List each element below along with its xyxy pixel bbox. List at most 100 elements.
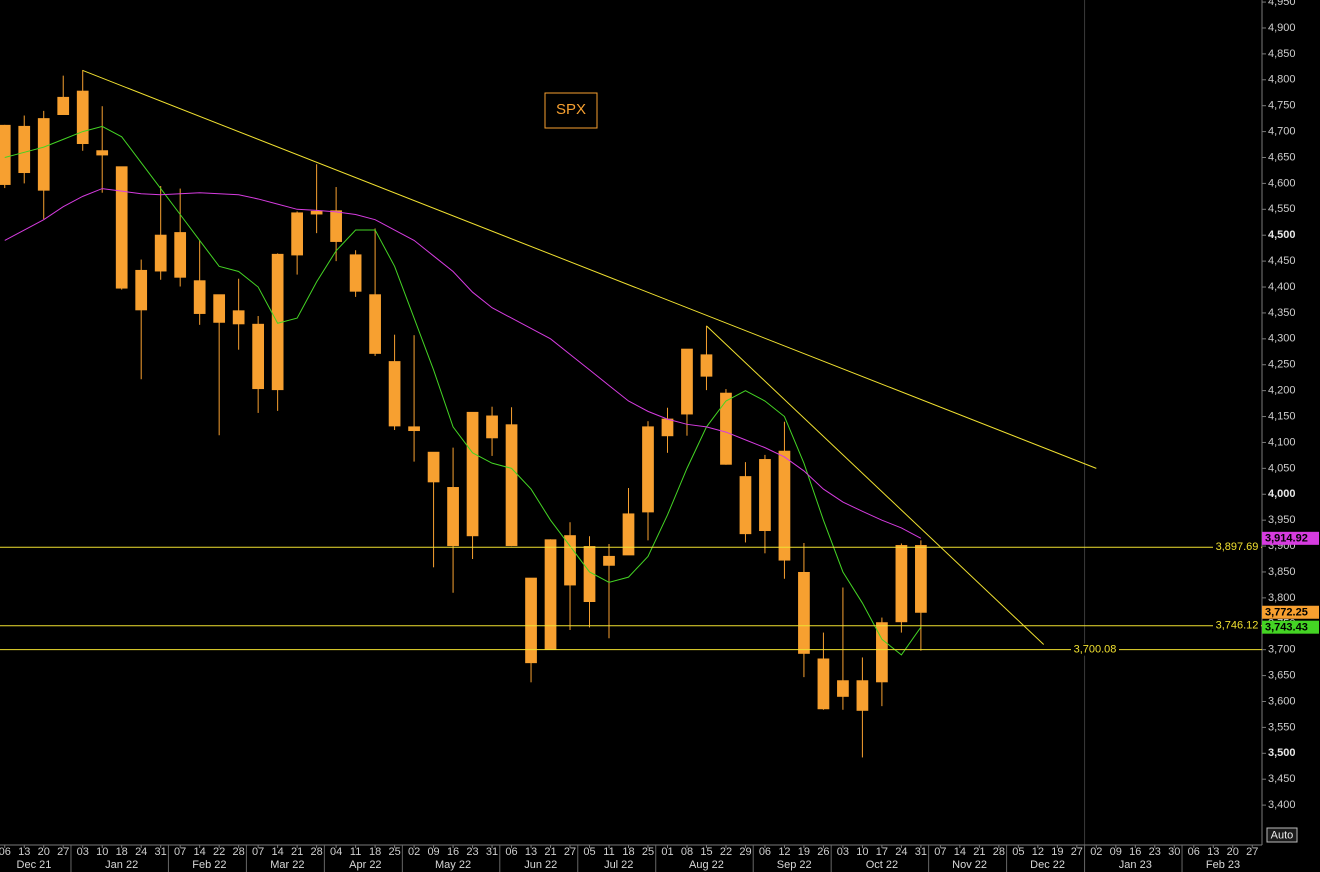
x-tick-label: 03 xyxy=(77,846,89,858)
x-tick-label: 31 xyxy=(915,846,927,858)
x-tick-label: 30 xyxy=(1168,846,1180,858)
x-tick-label: 19 xyxy=(1051,846,1063,858)
last-value-box xyxy=(1262,620,1319,634)
y-tick-label: 4,000 xyxy=(1268,488,1296,500)
level-label-bg xyxy=(1213,541,1261,554)
x-tick-label: 05 xyxy=(583,846,595,858)
x-tick-label: 09 xyxy=(427,846,439,858)
x-tick-label: 06 xyxy=(505,846,517,858)
candle-body xyxy=(583,546,596,602)
y-tick-label: 4,050 xyxy=(1268,462,1296,474)
x-tick-label: 02 xyxy=(408,846,420,858)
y-tick-label: 4,650 xyxy=(1268,151,1296,163)
y-tick-label: 3,650 xyxy=(1268,669,1296,681)
y-tick-label: 3,500 xyxy=(1268,747,1296,759)
level-label-bg xyxy=(1071,643,1119,656)
x-tick-label: 10 xyxy=(856,846,868,858)
candle-body xyxy=(544,539,557,650)
candle-body xyxy=(895,545,908,623)
candle-body xyxy=(603,555,615,566)
y-tick-label: 4,900 xyxy=(1268,22,1296,34)
x-tick-label: 06 xyxy=(0,846,11,858)
y-tick-label: 3,450 xyxy=(1268,773,1296,785)
y-tick-label: 4,400 xyxy=(1268,281,1296,293)
candle-body xyxy=(154,234,167,272)
candle-body xyxy=(349,254,362,292)
last-value-label: 3,914.92 xyxy=(1265,533,1308,545)
x-tick-label: 19 xyxy=(798,846,810,858)
x-tick-label: 12 xyxy=(1032,846,1044,858)
x-tick-label: 13 xyxy=(1207,846,1219,858)
y-tick-label: 3,400 xyxy=(1268,799,1296,811)
y-tick-label: 4,600 xyxy=(1268,177,1296,189)
x-tick-label: 28 xyxy=(233,846,245,858)
auto-button[interactable] xyxy=(1266,827,1298,843)
y-tick-label: 4,850 xyxy=(1268,48,1296,60)
candle-body xyxy=(213,294,226,323)
last-value-label: 3,743.43 xyxy=(1265,622,1308,634)
x-tick-label: 28 xyxy=(993,846,1005,858)
y-tick-label: 3,600 xyxy=(1268,695,1296,707)
x-tick-label: 18 xyxy=(116,846,128,858)
x-tick-label: 27 xyxy=(57,846,69,858)
candle-body xyxy=(447,487,459,547)
x-tick-label: 21 xyxy=(973,846,985,858)
x-tick-label: 11 xyxy=(603,846,614,858)
y-tick-label: 4,750 xyxy=(1268,100,1296,112)
x-tick-label: 20 xyxy=(1227,846,1239,858)
x-tick-label: 24 xyxy=(135,846,147,858)
candle-body xyxy=(720,392,732,465)
candle-body xyxy=(291,212,303,256)
candle-body xyxy=(915,545,927,613)
level-label: 3,700.08 xyxy=(1074,644,1117,656)
x-tick-label: 03 xyxy=(837,846,849,858)
x-tick-label: 13 xyxy=(525,846,537,858)
month-label: Jan 23 xyxy=(1119,859,1152,871)
month-label: Apr 22 xyxy=(349,859,381,871)
x-tick-label: 15 xyxy=(700,846,712,858)
candle-body xyxy=(57,96,70,115)
x-tick-label: 18 xyxy=(622,846,634,858)
x-tick-label: 18 xyxy=(369,846,381,858)
candle-body xyxy=(564,535,576,586)
trendline xyxy=(706,325,1045,645)
x-tick-label: 14 xyxy=(194,846,206,858)
x-tick-label: 07 xyxy=(174,846,186,858)
y-tick-label: 4,950 xyxy=(1268,0,1296,8)
y-tick-label: 4,200 xyxy=(1268,385,1296,397)
candle-body xyxy=(310,210,323,215)
x-tick-label: 11 xyxy=(350,846,361,858)
x-tick-label: 16 xyxy=(447,846,459,858)
month-label: Feb 22 xyxy=(192,859,226,871)
x-tick-label: 25 xyxy=(642,846,654,858)
y-tick-label: 3,550 xyxy=(1268,721,1296,733)
month-label: Aug 22 xyxy=(689,859,724,871)
y-tick-label: 4,450 xyxy=(1268,255,1296,267)
x-tick-label: 14 xyxy=(954,846,966,858)
level-label: 3,746.12 xyxy=(1216,620,1259,632)
x-tick-label: 09 xyxy=(1110,846,1122,858)
candle-body xyxy=(486,415,498,439)
candle-body xyxy=(739,476,752,535)
candle-body xyxy=(76,90,89,145)
candle-body xyxy=(798,571,810,654)
x-tick-label: 31 xyxy=(486,846,498,858)
x-tick-label: 26 xyxy=(817,846,829,858)
y-tick-label: 4,300 xyxy=(1268,333,1296,345)
x-tick-label: 31 xyxy=(155,846,167,858)
candle-body xyxy=(856,680,869,711)
candle-body xyxy=(681,348,693,415)
chart-label: SPX xyxy=(556,101,586,118)
candle-body xyxy=(174,232,187,278)
x-tick-label: 29 xyxy=(739,846,751,858)
candle-body xyxy=(525,577,537,664)
auto-button-label[interactable]: Auto xyxy=(1271,829,1294,841)
last-value-label: 3,772.25 xyxy=(1265,607,1308,619)
y-tick-label: 4,100 xyxy=(1268,436,1296,448)
y-tick-label: 3,950 xyxy=(1268,514,1296,526)
y-tick-label: 3,850 xyxy=(1268,566,1296,578)
x-tick-label: 25 xyxy=(388,846,400,858)
y-tick-label: 4,250 xyxy=(1268,359,1296,371)
x-tick-label: 07 xyxy=(934,846,946,858)
